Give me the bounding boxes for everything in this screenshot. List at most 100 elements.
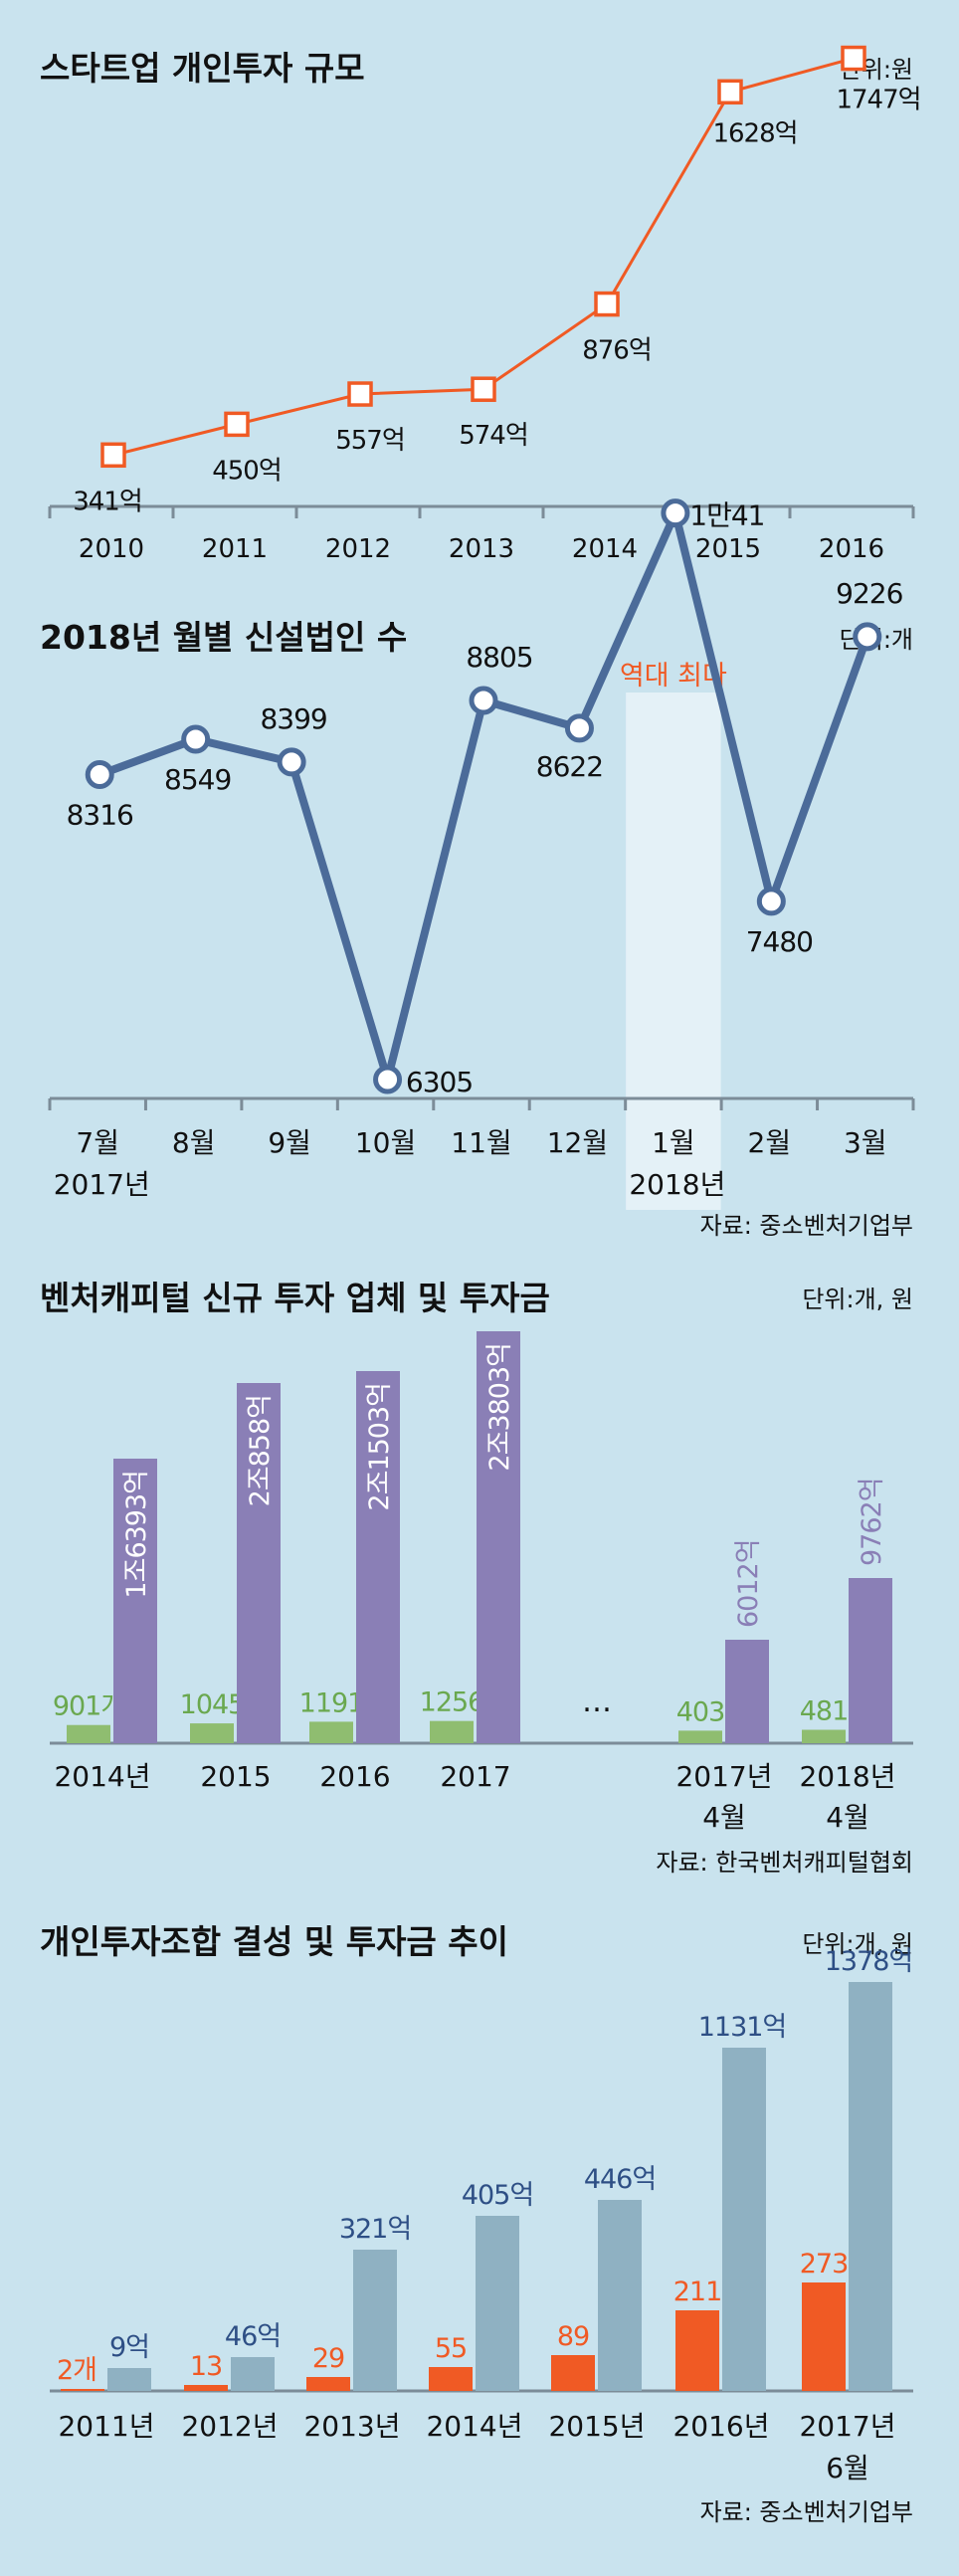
chart2-highlight-band [626, 693, 721, 1210]
chart2-source: 자료: 중소벤처기업부 [700, 1212, 913, 1240]
chart2-x-sublabel: 2018년 [629, 1168, 725, 1201]
chart3-unit: 단위:개, 원 [802, 1286, 913, 1313]
chart2-x-label: 11월 [451, 1126, 511, 1159]
chart4-x-label-line2: 6월 [826, 2452, 869, 2484]
chart1-x-label: 2011 [202, 534, 268, 564]
chart1-value-label: 557억 [335, 426, 405, 456]
chart1-value-label: 876억 [582, 336, 652, 366]
chart2-value-label: 9226 [836, 577, 902, 610]
chart4-unit: 단위:개, 원 [802, 1930, 913, 1958]
chart4-amount-label: 46억 [225, 2321, 281, 2352]
chart4-bar-amount [849, 1982, 892, 2391]
chart3-count-label: 1256 [420, 1687, 484, 1718]
chart2-point [277, 747, 306, 777]
chart1-title: 스타트업 개인투자 규모 [40, 49, 365, 88]
chart3-amount-label: 2조858억 [245, 1395, 276, 1506]
chart2-x-label: 1월 [652, 1126, 695, 1159]
chart2-x-sublabel: 2017년 [54, 1168, 150, 1201]
chart4-amount-label: 9억 [109, 2332, 149, 2363]
chart3-x-label: 2014년 [54, 1760, 150, 1793]
chart4-source: 자료: 중소벤처기업부 [700, 2498, 913, 2526]
chart4-title: 개인투자조합 결성 및 투자금 추이 [40, 1922, 508, 1961]
chart2-title: 2018년 월별 신설법인 수 [40, 618, 407, 657]
chart1-x-label: 2012 [325, 534, 391, 564]
chart4-count-label: 55 [435, 2333, 467, 2364]
chart4-bar-amount [722, 2048, 766, 2391]
chart4-x-label: 2013년 [303, 2410, 400, 2443]
chart3-x-label-line2: 4월 [702, 1801, 746, 1834]
chart4-bar-count [675, 2310, 719, 2391]
chart1-x-label: 2010 [79, 534, 144, 564]
chart4-amount-label: 446억 [584, 2164, 656, 2195]
chart1-x-label: 2013 [449, 534, 514, 564]
chart3-bar-count [678, 1730, 722, 1743]
chart2-x-label: 10월 [355, 1126, 416, 1159]
chart2-value-label: 6305 [406, 1066, 473, 1098]
chart3-bar-amount [113, 1459, 157, 1743]
chart2-point [181, 724, 211, 754]
chart1-x-label: 2014 [572, 534, 638, 564]
chart3-bar-amount [477, 1331, 520, 1743]
chart4-x-label: 2014년 [426, 2410, 522, 2443]
chart3-x-label-line2: 4월 [826, 1801, 869, 1834]
chart4-count-label: 29 [312, 2343, 344, 2374]
chart1-x-label: 2015 [695, 534, 761, 564]
chart3-count-label: 481 [800, 1696, 849, 1727]
chart3-bar-count [802, 1729, 846, 1743]
chart2-point [469, 686, 498, 715]
chart3-x-label-line1: 2018년 [799, 1760, 895, 1793]
chart2-point [564, 713, 594, 743]
chart4-bar-count [429, 2367, 473, 2391]
chart1-point [347, 381, 373, 407]
chart1-point [224, 411, 250, 438]
chart2-point [756, 887, 786, 916]
chart3-title: 벤처캐피털 신규 투자 업체 및 투자금 [40, 1279, 550, 1317]
chart3-x-label: 2015 [200, 1760, 271, 1793]
chart4-count-label: 211 [673, 2277, 722, 2307]
chart1-value-label: 1747억 [836, 86, 920, 115]
chart2-x-label: 2월 [748, 1126, 792, 1159]
chart4-amount-label: 1131억 [698, 2012, 787, 2043]
chart2-value-label: 7480 [746, 925, 813, 958]
chart3-amount-label: 2조3803억 [484, 1343, 515, 1472]
chart4-x-label: 2011년 [58, 2410, 154, 2443]
chart2-series-line [97, 508, 871, 1084]
chart3-bar-amount [725, 1640, 769, 1743]
chart2-x-label: 7월 [76, 1126, 119, 1159]
chart3-count-label: 1045 [180, 1689, 245, 1720]
chart3-bar-count [430, 1720, 474, 1743]
chart2-point [661, 498, 690, 528]
chart3-x-label: 2016 [319, 1760, 390, 1793]
chart2-x-label: 3월 [844, 1126, 887, 1159]
chart3-ellipsis: … [582, 1684, 612, 1719]
chart2-value-label: 8399 [260, 702, 326, 735]
chart3-bar-count [309, 1721, 353, 1743]
chart2-value-label: 8622 [536, 750, 603, 783]
chart3-count-label: 1191 [299, 1687, 364, 1718]
chart4-bar-amount [476, 2216, 519, 2391]
chart2-x-label: 8월 [172, 1126, 216, 1159]
chart4-bar-amount [107, 2368, 151, 2391]
chart1-point [471, 376, 496, 402]
chart3-count-label: 901개 [53, 1691, 124, 1722]
chart4-x-label: 2012년 [181, 2410, 278, 2443]
chart4-bar-count [802, 2282, 846, 2391]
chart2-point [853, 622, 882, 652]
chart2-value-label: 8316 [67, 799, 133, 832]
chart3-amount-label: 6012억 [733, 1539, 764, 1628]
chart1-value-label: 450억 [212, 456, 282, 486]
chart4-count-label: 89 [557, 2321, 589, 2352]
chart2-value-label: 8549 [164, 763, 231, 796]
chart1-value-label: 341억 [73, 487, 142, 516]
chart4-count-label: 2개 [57, 2355, 96, 2386]
chart4-amount-label: 321억 [339, 2214, 411, 2245]
chart3-amount-label: 1조6393억 [121, 1471, 152, 1599]
chart3-x-label-line1: 2017년 [675, 1760, 772, 1793]
chart2-point [373, 1065, 403, 1094]
chart4-count-label: 273 [800, 2249, 849, 2279]
chart4-amount-label: 405억 [462, 2180, 533, 2211]
chart1-point [100, 442, 126, 469]
chart2-value-label: 8805 [466, 641, 532, 674]
chart4-bar-amount [353, 2250, 397, 2391]
chart1-value-label: 574억 [459, 421, 528, 451]
